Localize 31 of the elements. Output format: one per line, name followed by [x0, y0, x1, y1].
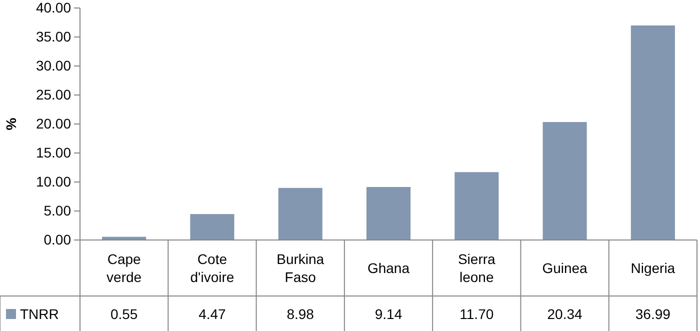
y-axis-title: %	[3, 117, 19, 130]
x-tick-label: Nigeria	[630, 260, 676, 276]
y-tick-label: 40.00	[36, 0, 72, 16]
data-label: 9.14	[374, 306, 402, 322]
y-tick-label: 15.00	[36, 144, 72, 160]
y-tick-label: 0.00	[44, 231, 72, 248]
data-label: 4.47	[198, 306, 226, 322]
bar	[630, 25, 675, 240]
x-tick-label: Cote d'ivoire	[190, 251, 234, 285]
bar	[190, 214, 234, 240]
x-tick-label: Guinea	[542, 260, 588, 276]
y-tick-label: 25.00	[36, 86, 72, 102]
x-tick-label: Sierra leone	[458, 251, 496, 285]
y-tick-label: 30.00	[36, 57, 72, 74]
x-tick-label: Cape verde	[106, 251, 142, 285]
bar	[366, 186, 411, 240]
bar	[278, 188, 322, 240]
x-tick-label: Ghana	[367, 260, 410, 276]
data-label: 20.34	[547, 306, 583, 322]
bar	[454, 172, 499, 240]
data-label: 11.70	[460, 306, 494, 322]
x-tick-label: Burkina Faso	[276, 251, 324, 285]
legend-label: TNRR	[20, 306, 59, 322]
data-label: 36.99	[635, 306, 671, 322]
y-tick-label: 5.00	[44, 202, 72, 218]
y-tick-label: 10.00	[36, 173, 72, 190]
bar	[542, 122, 587, 240]
data-label: 8.98	[286, 306, 314, 322]
y-tick-label: 35.00	[36, 28, 72, 44]
y-tick-label: 20.00	[36, 115, 72, 132]
data-label: 0.55	[110, 306, 138, 322]
